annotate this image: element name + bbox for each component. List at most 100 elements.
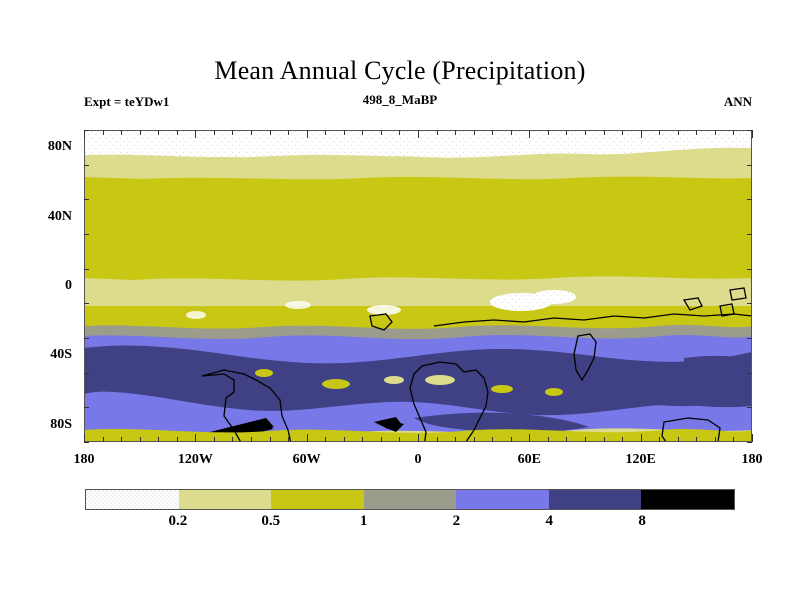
season-label: ANN xyxy=(723,94,752,109)
tick-mark xyxy=(288,437,290,442)
tick-mark xyxy=(213,130,215,135)
colorbar-tick-label: 1 xyxy=(359,513,368,529)
tick-mark xyxy=(747,164,752,166)
tick-mark xyxy=(158,130,160,135)
tick-mark xyxy=(696,437,698,442)
tick-mark xyxy=(232,130,234,135)
tick-mark xyxy=(585,130,586,135)
tick-mark xyxy=(325,437,327,442)
tick-mark xyxy=(603,437,605,442)
tick-mark xyxy=(747,199,752,201)
tick-mark xyxy=(139,437,141,442)
x-axis-tick-label: 180 xyxy=(73,452,95,467)
tick-mark xyxy=(158,437,160,442)
colorbar-band[interactable] xyxy=(86,490,179,509)
tick-mark xyxy=(269,130,271,135)
tick-mark xyxy=(84,434,85,442)
tick-mark xyxy=(492,437,494,442)
tick-mark xyxy=(622,130,624,135)
tick-mark xyxy=(84,268,89,270)
y-axis-tick-label: 40S xyxy=(50,347,72,363)
tick-mark xyxy=(84,407,89,409)
tick-mark xyxy=(176,130,178,135)
tick-mark xyxy=(362,130,364,135)
tick-mark xyxy=(362,437,364,442)
tick-mark xyxy=(677,130,679,135)
y-axis-tick-label: 40N xyxy=(47,208,72,224)
page-title: Mean Annual Cycle (Precipitation) xyxy=(214,56,586,85)
tick-mark xyxy=(733,437,735,442)
tick-mark xyxy=(510,437,512,442)
colorbar-band[interactable] xyxy=(456,490,549,509)
tick-mark xyxy=(84,303,89,305)
colorbar-tick-label: 0.2 xyxy=(168,513,188,529)
tick-mark xyxy=(529,434,531,442)
tick-mark xyxy=(455,130,457,135)
tick-mark xyxy=(566,437,568,442)
tick-mark xyxy=(84,442,89,443)
tick-mark xyxy=(380,130,382,135)
tick-mark xyxy=(139,130,141,135)
tick-mark xyxy=(747,303,752,305)
colorbar-band[interactable] xyxy=(548,490,642,509)
colorbar-tick-label: 8 xyxy=(638,513,646,529)
experiment-label: Expt = teYDw1 xyxy=(84,94,170,109)
x-axis-tick-label: 120W xyxy=(177,452,213,467)
tick-mark xyxy=(84,372,89,374)
chart-subtitle: 498_8_MaBP xyxy=(362,92,438,107)
tick-mark xyxy=(622,437,624,442)
tick-mark xyxy=(747,130,752,131)
tick-mark xyxy=(84,338,89,339)
tick-mark xyxy=(510,130,512,135)
tick-mark xyxy=(102,437,104,442)
tick-mark xyxy=(232,437,234,442)
tick-mark xyxy=(529,130,531,138)
tick-mark xyxy=(747,268,752,270)
tick-mark xyxy=(747,407,752,409)
colorbar-tick-label: 4 xyxy=(545,513,554,529)
tick-mark xyxy=(121,130,123,135)
colorbar-tick-label: 2 xyxy=(452,513,461,529)
tick-mark xyxy=(251,130,252,135)
tick-mark xyxy=(343,130,345,135)
tick-mark xyxy=(195,130,197,138)
y-axis-tick-label: 0 xyxy=(65,278,72,293)
tick-mark xyxy=(752,130,753,138)
tick-mark xyxy=(84,199,89,201)
tick-mark xyxy=(566,130,568,135)
tick-mark xyxy=(195,434,197,442)
tick-mark xyxy=(677,437,679,442)
tick-mark xyxy=(306,130,308,138)
tick-mark xyxy=(603,130,605,135)
x-axis-tick-label: 60E xyxy=(517,452,541,467)
colorbar[interactable] xyxy=(85,489,735,510)
y-axis-tick-label: 80N xyxy=(47,139,72,155)
tick-mark xyxy=(659,437,661,442)
tick-mark xyxy=(251,437,252,442)
tick-mark xyxy=(380,437,382,442)
tick-mark xyxy=(747,442,752,443)
tick-mark xyxy=(418,130,419,138)
tick-mark xyxy=(84,130,89,131)
tick-mark xyxy=(473,130,475,135)
tick-mark xyxy=(176,437,178,442)
tick-mark xyxy=(269,437,271,442)
colorbar-band[interactable] xyxy=(641,490,735,509)
colorbar-band[interactable] xyxy=(271,490,364,509)
tick-mark xyxy=(640,434,642,442)
tick-mark xyxy=(121,437,123,442)
tick-mark xyxy=(733,130,735,135)
tick-mark xyxy=(547,437,549,442)
tick-mark xyxy=(659,130,661,135)
tick-mark xyxy=(213,437,215,442)
colorbar-band[interactable] xyxy=(363,490,457,509)
tick-mark xyxy=(288,130,290,135)
tick-mark xyxy=(547,130,549,135)
x-axis-tick-label: 60W xyxy=(292,452,321,467)
tick-mark xyxy=(585,437,586,442)
colorbar-band[interactable] xyxy=(178,490,272,509)
tick-mark xyxy=(399,437,401,442)
tick-mark xyxy=(84,164,89,166)
tick-mark xyxy=(696,130,698,135)
